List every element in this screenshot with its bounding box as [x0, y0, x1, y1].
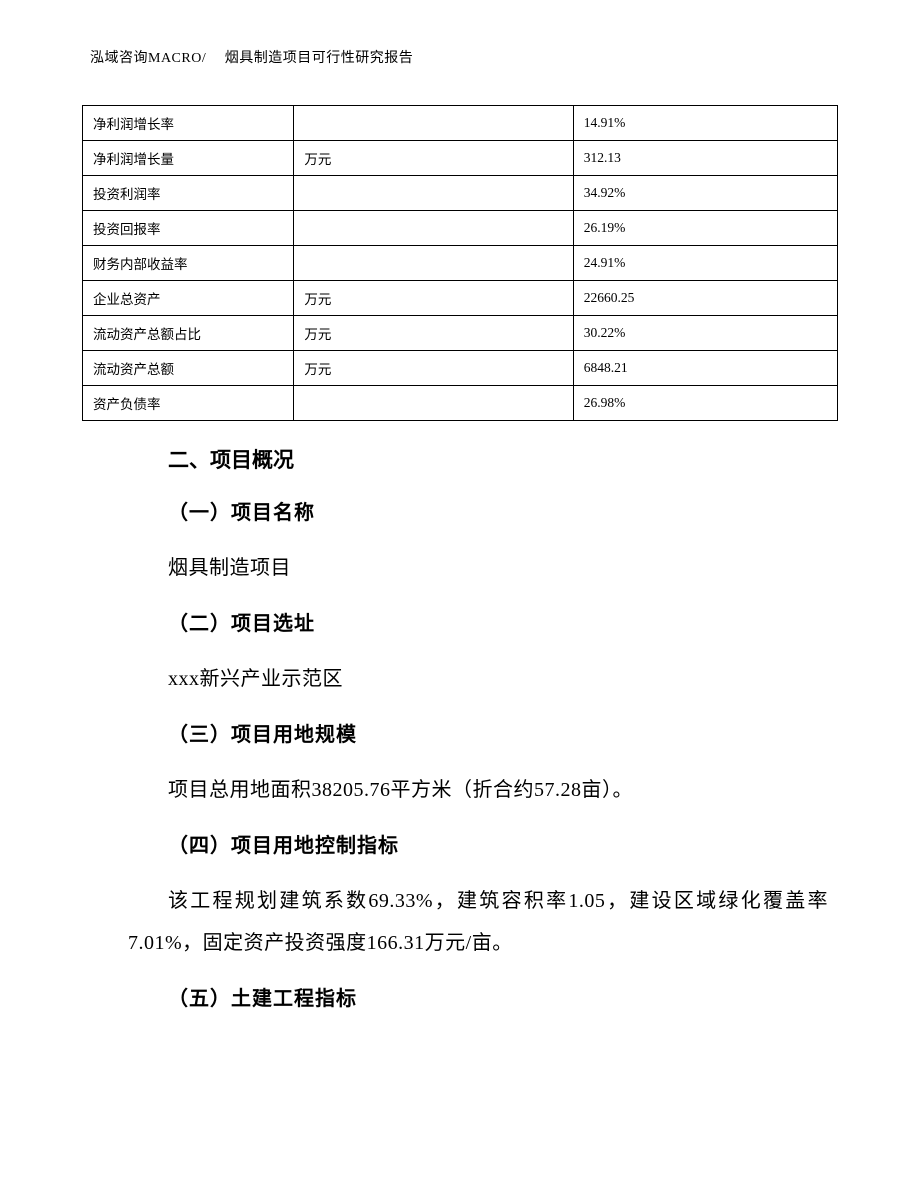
- row-value: 26.19%: [573, 211, 837, 246]
- row-unit: [294, 246, 573, 281]
- table-row: 流动资产总额占比万元30.22%: [83, 316, 838, 351]
- row-value: 312.13: [573, 141, 837, 176]
- row-label: 财务内部收益率: [83, 246, 294, 281]
- body-text: 烟具制造项目: [128, 547, 828, 589]
- row-value: 24.91%: [573, 246, 837, 281]
- row-value: 6848.21: [573, 351, 837, 386]
- row-unit: 万元: [294, 351, 573, 386]
- row-value: 14.91%: [573, 106, 837, 141]
- header-text: 泓域咨询MACRO/ 烟具制造项目可行性研究报告: [90, 51, 413, 66]
- row-unit: 万元: [294, 316, 573, 351]
- body-text: xxx新兴产业示范区: [128, 658, 828, 700]
- table-row: 资产负债率 26.98%: [83, 386, 838, 421]
- table-row: 财务内部收益率 24.91%: [83, 246, 838, 281]
- row-value: 22660.25: [573, 281, 837, 316]
- row-unit: [294, 176, 573, 211]
- row-unit: 万元: [294, 281, 573, 316]
- financial-table: 净利润增长率14.91%净利润增长量万元312.13投资利润率34.92%投资回…: [82, 105, 838, 421]
- row-value: 26.98%: [573, 386, 837, 421]
- table-row: 投资回报率 26.19%: [83, 211, 838, 246]
- row-value: 34.92%: [573, 176, 837, 211]
- sub-heading: （二）项目选址: [168, 607, 828, 636]
- table-row: 企业总资产万元22660.25: [83, 281, 838, 316]
- body-text: 项目总用地面积38205.76平方米（折合约57.28亩）。: [128, 769, 828, 811]
- row-label: 投资回报率: [83, 211, 294, 246]
- row-label: 流动资产总额: [83, 351, 294, 386]
- row-label: 净利润增长率: [83, 106, 294, 141]
- sub-heading: （一）项目名称: [168, 496, 828, 525]
- table-row: 净利润增长率 14.91%: [83, 106, 838, 141]
- document-content: 二、项目概况 （一）项目名称烟具制造项目 （二）项目选址 xxx新兴产业示范区 （三）…: [128, 432, 828, 1033]
- row-label: 投资利润率: [83, 176, 294, 211]
- row-label: 净利润增长量: [83, 141, 294, 176]
- table-row: 净利润增长量万元312.13: [83, 141, 838, 176]
- row-label: 资产负债率: [83, 386, 294, 421]
- data-table: 净利润增长率14.91%净利润增长量万元312.13投资利润率34.92%投资回…: [82, 105, 838, 421]
- row-unit: 万元: [294, 141, 573, 176]
- section-title: 二、项目概况: [168, 444, 828, 474]
- sub-heading: （三）项目用地规模: [168, 718, 828, 747]
- table-row: 流动资产总额万元6848.21: [83, 351, 838, 386]
- row-unit: [294, 106, 573, 141]
- document-header: 泓域咨询MACRO/ 烟具制造项目可行性研究报告: [90, 47, 413, 67]
- sub-heading: （五）土建工程指标: [168, 982, 828, 1011]
- row-value: 30.22%: [573, 316, 837, 351]
- row-label: 流动资产总额占比: [83, 316, 294, 351]
- row-unit: [294, 386, 573, 421]
- body-text: 该工程规划建筑系数69.33%，建筑容积率1.05，建设区域绿化覆盖率7.01%…: [128, 880, 828, 964]
- table-row: 投资利润率 34.92%: [83, 176, 838, 211]
- row-unit: [294, 211, 573, 246]
- row-label: 企业总资产: [83, 281, 294, 316]
- sub-heading: （四）项目用地控制指标: [168, 829, 828, 858]
